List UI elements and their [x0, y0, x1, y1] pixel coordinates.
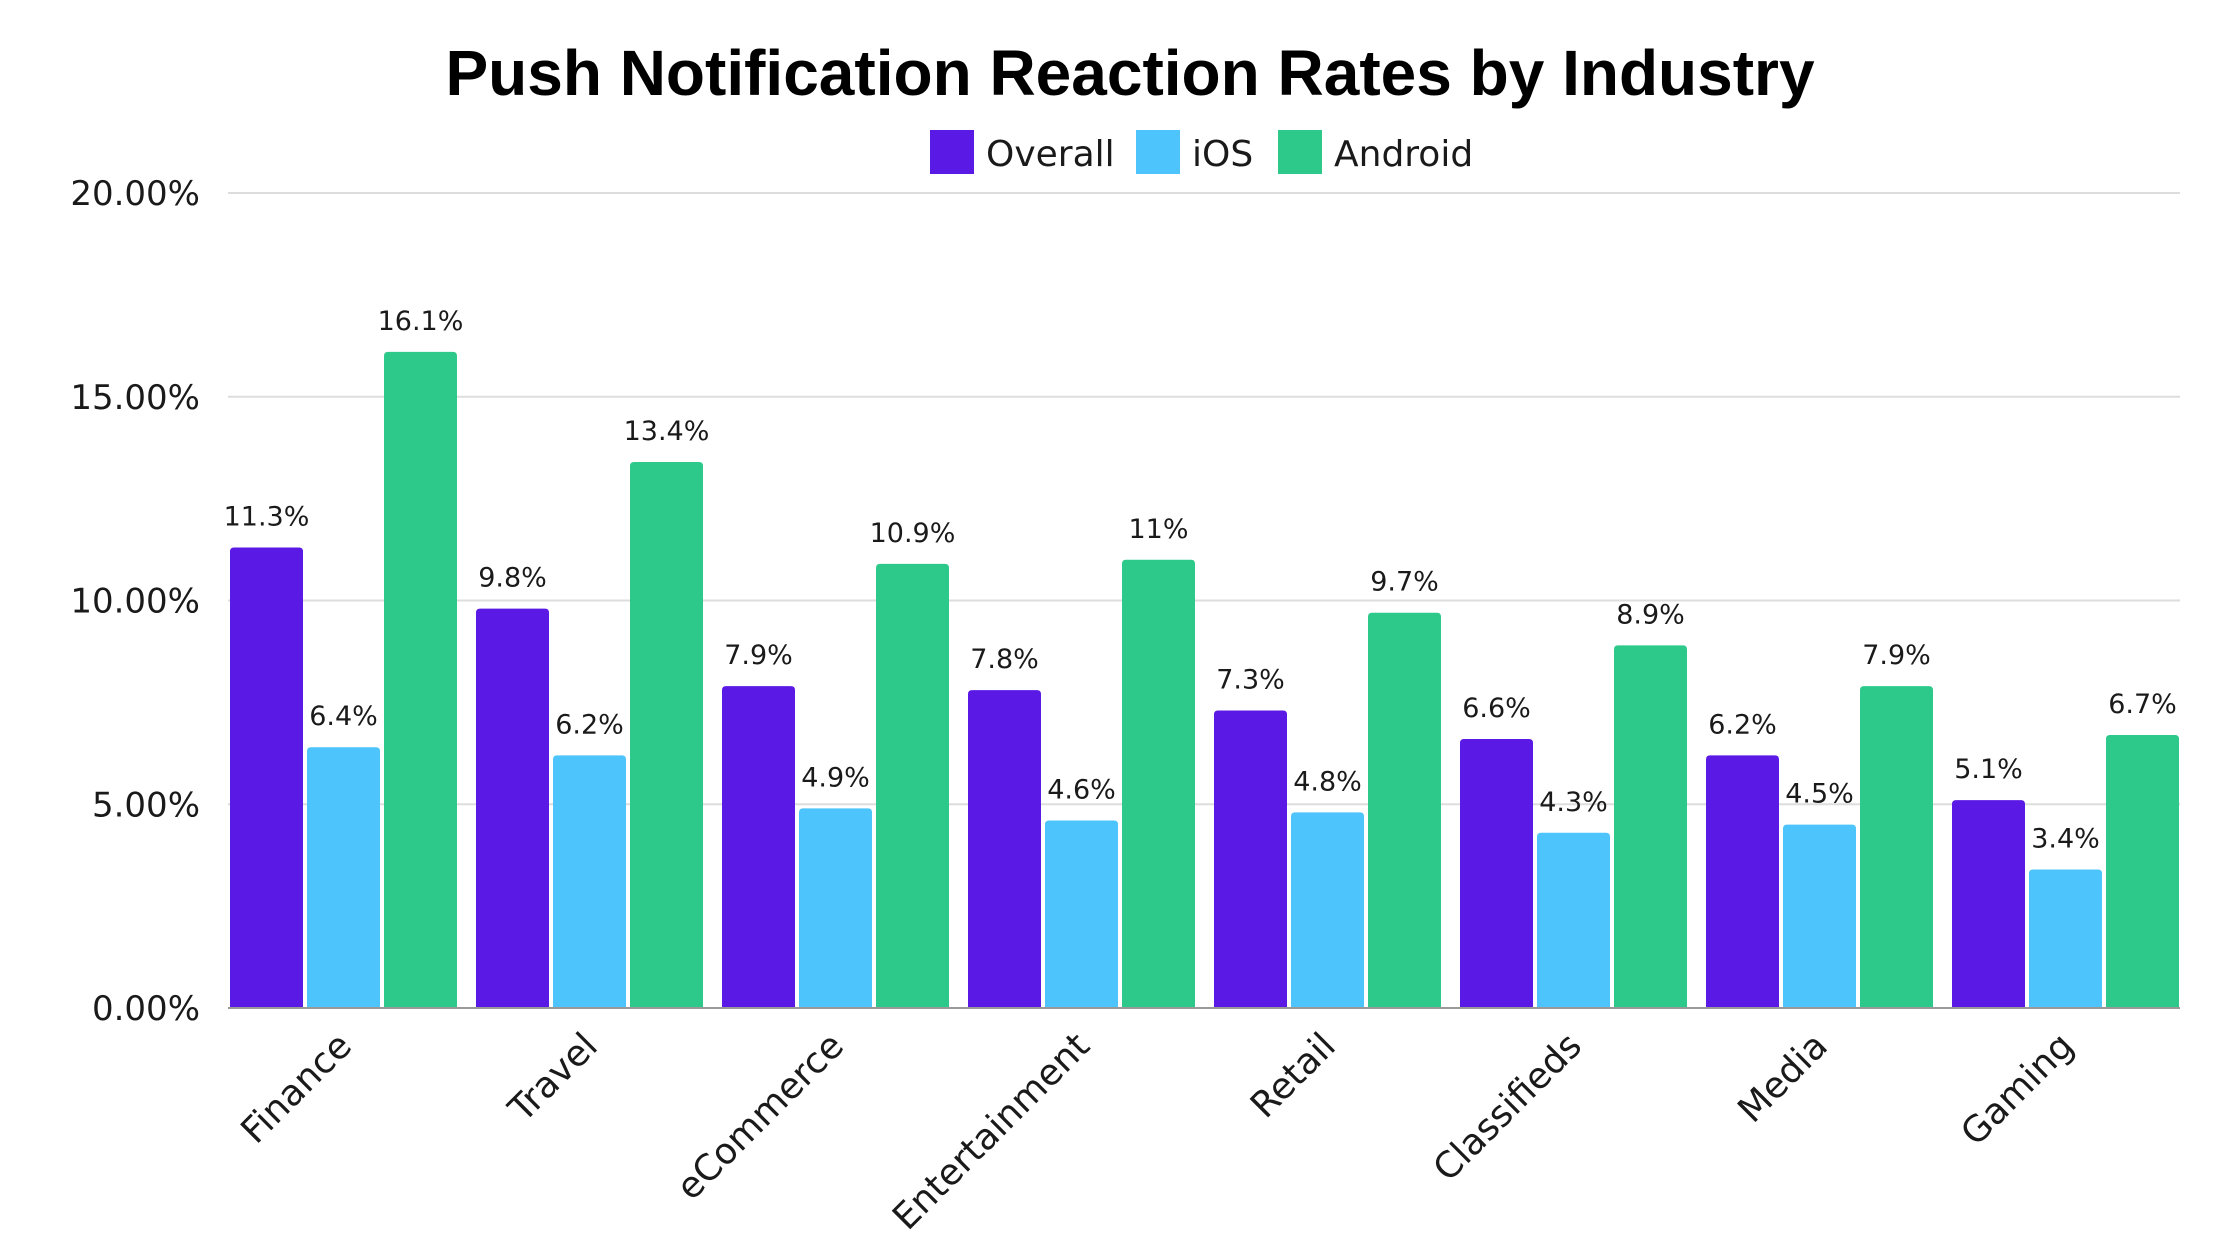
bar-overall-finance — [230, 547, 303, 1008]
x-tick-label: eCommerce — [669, 1025, 852, 1208]
bar-overall-entertainment — [968, 690, 1041, 1008]
legend-label-overall: Overall — [986, 134, 1115, 175]
bar-overall-classifieds — [1460, 739, 1533, 1008]
data-label: 10.9% — [870, 518, 956, 549]
data-label: 8.9% — [1616, 599, 1685, 630]
data-label: 9.8% — [478, 563, 547, 594]
bar-ios-entertainment — [1045, 820, 1118, 1008]
data-label: 4.9% — [801, 762, 870, 793]
x-tick-label: Entertainment — [885, 1025, 1098, 1238]
bar-android-travel — [630, 461, 703, 1008]
data-label: 7.9% — [724, 640, 793, 671]
bar-android-retail — [1368, 612, 1441, 1008]
data-label: 6.7% — [2108, 689, 2177, 720]
bar-android-finance — [384, 351, 457, 1008]
bar-ios-ecommerce — [799, 808, 872, 1008]
legend-label-ios: iOS — [1192, 134, 1253, 175]
bar-ios-classifieds — [1537, 832, 1610, 1008]
x-tick-label: Media — [1730, 1025, 1835, 1130]
y-tick-label: 15.00% — [70, 378, 200, 418]
data-labels: 11.3% 6.4% 16.1% 9.8% 6.2% 13.4% 7.9% 4.9% 10.9%… — [224, 306, 2177, 855]
bar-ios-media — [1783, 824, 1856, 1008]
y-tick-label: 20.00% — [70, 174, 200, 214]
bar-android-classifieds — [1614, 645, 1687, 1008]
data-label: 4.3% — [1539, 787, 1608, 818]
y-axis: 0.00% 5.00% 10.00% 15.00% 20.00% — [70, 174, 200, 1029]
bar-overall-ecommerce — [722, 686, 795, 1008]
data-label: 5.1% — [1954, 754, 2023, 785]
x-tick-label: Gaming — [1953, 1025, 2081, 1153]
bars — [230, 351, 2179, 1008]
legend-label-android: Android — [1334, 134, 1473, 175]
data-label: 7.3% — [1216, 665, 1285, 696]
x-tick-label: Travel — [500, 1025, 605, 1130]
data-label: 4.6% — [1047, 775, 1116, 806]
bar-overall-media — [1706, 755, 1779, 1008]
legend-swatch-ios — [1136, 130, 1180, 174]
data-label: 7.8% — [970, 644, 1039, 675]
bar-android-gaming — [2106, 734, 2179, 1008]
data-label: 7.9% — [1862, 640, 1931, 671]
data-label: 9.7% — [1370, 567, 1439, 598]
y-tick-label: 0.00% — [92, 989, 200, 1029]
legend: Overall iOS Android — [930, 130, 1473, 175]
legend-swatch-overall — [930, 130, 974, 174]
bar-ios-travel — [553, 755, 626, 1008]
data-label: 3.4% — [2031, 823, 2100, 854]
x-tick-label: Retail — [1243, 1025, 1344, 1126]
data-label: 6.6% — [1462, 693, 1531, 724]
bar-overall-gaming — [1952, 800, 2025, 1008]
y-tick-label: 10.00% — [70, 582, 200, 622]
data-label: 13.4% — [624, 416, 710, 447]
gridlines — [228, 192, 2180, 806]
bar-ios-retail — [1291, 812, 1364, 1008]
bar-android-ecommerce — [876, 563, 949, 1008]
bar-android-entertainment — [1122, 559, 1195, 1008]
chart-title: Push Notification Reaction Rates by Indu… — [445, 37, 1815, 109]
data-label: 4.8% — [1293, 766, 1362, 797]
data-label: 11.3% — [224, 502, 310, 533]
x-axis: Finance Travel eCommerce Entertainment Retai… — [228, 1007, 2180, 1238]
x-tick-label: Finance — [233, 1025, 359, 1151]
bar-ios-finance — [307, 747, 380, 1008]
y-tick-label: 5.00% — [92, 785, 200, 825]
data-label: 6.2% — [1708, 709, 1777, 740]
data-label: 4.5% — [1785, 779, 1854, 810]
data-label: 16.1% — [378, 306, 464, 337]
data-label: 11% — [1128, 514, 1188, 545]
bar-android-media — [1860, 686, 1933, 1008]
data-label: 6.2% — [555, 709, 624, 740]
bar-overall-retail — [1214, 710, 1287, 1008]
legend-swatch-android — [1278, 130, 1322, 174]
data-label: 6.4% — [309, 701, 378, 732]
bar-overall-travel — [476, 608, 549, 1008]
x-tick-label: Classifieds — [1426, 1025, 1590, 1189]
bar-ios-gaming — [2029, 869, 2102, 1008]
